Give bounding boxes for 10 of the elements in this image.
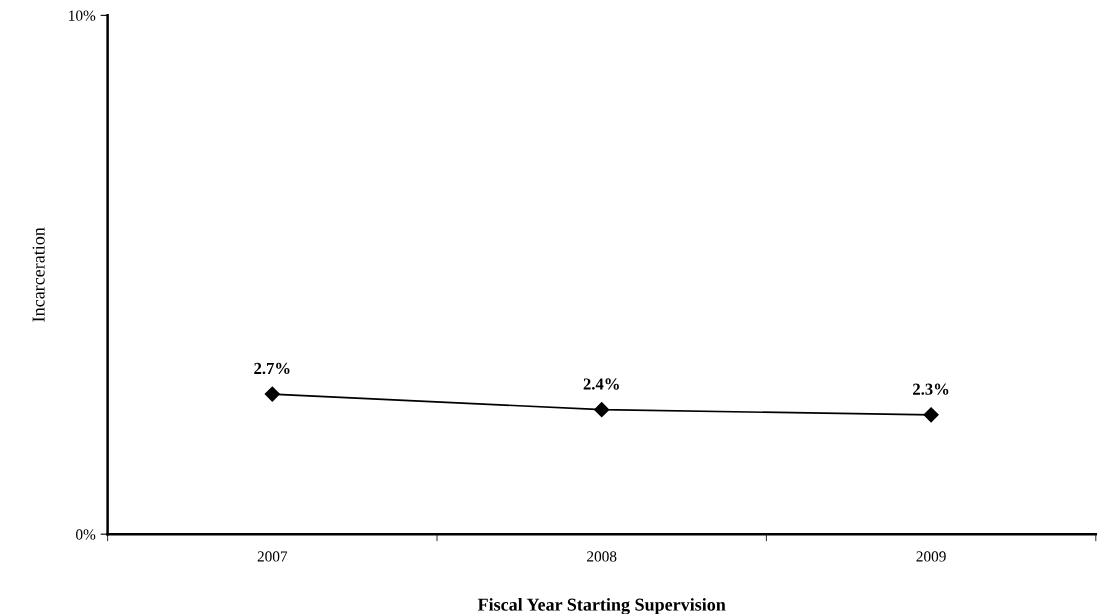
x-tick-label: 2009: [916, 551, 946, 562]
x-tick-label: 2007: [257, 551, 288, 562]
data-label: 2.3%: [913, 383, 949, 395]
x-tick-label: 2008: [587, 551, 617, 562]
x-axis-title: Fiscal Year Starting Supervision: [477, 598, 726, 614]
y-tick-label: 0%: [76, 529, 96, 540]
y-axis-title: Incarceration: [32, 227, 45, 322]
data-label: 2.7%: [254, 362, 290, 375]
data-label: 2.4%: [583, 378, 619, 390]
y-tick-label: 10%: [69, 10, 96, 21]
